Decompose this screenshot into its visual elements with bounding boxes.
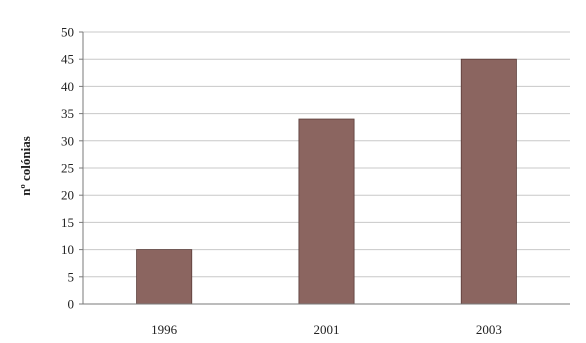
y-tick-label: 0: [68, 297, 75, 312]
y-tick-label: 5: [68, 269, 75, 284]
y-tick-label: 45: [61, 52, 74, 67]
y-tick-label: 50: [61, 25, 74, 40]
y-tick-label: 15: [61, 215, 74, 230]
bar-2001: [298, 118, 355, 305]
x-tick-labels: 1996 2001 2003: [151, 322, 502, 337]
y-tick-labels: 0 5 10 15 20 25 30 35 40 45 50: [61, 25, 74, 312]
x-tick-label: 2001: [314, 322, 340, 337]
y-tick-label: 35: [61, 106, 74, 121]
y-tick-label: 20: [61, 188, 74, 203]
y-axis-title: nº colónias: [18, 136, 33, 196]
y-tick-label: 30: [61, 133, 74, 148]
x-tick-label: 2003: [476, 322, 502, 337]
bar-1996: [136, 249, 193, 305]
y-tick-label: 10: [61, 242, 74, 257]
y-tick-label: 40: [61, 79, 74, 94]
bars: [136, 58, 517, 305]
x-tick-label: 1996: [151, 322, 178, 337]
bar-2003: [460, 58, 517, 305]
axes: [79, 31, 570, 305]
y-tick-label: 25: [61, 161, 74, 176]
